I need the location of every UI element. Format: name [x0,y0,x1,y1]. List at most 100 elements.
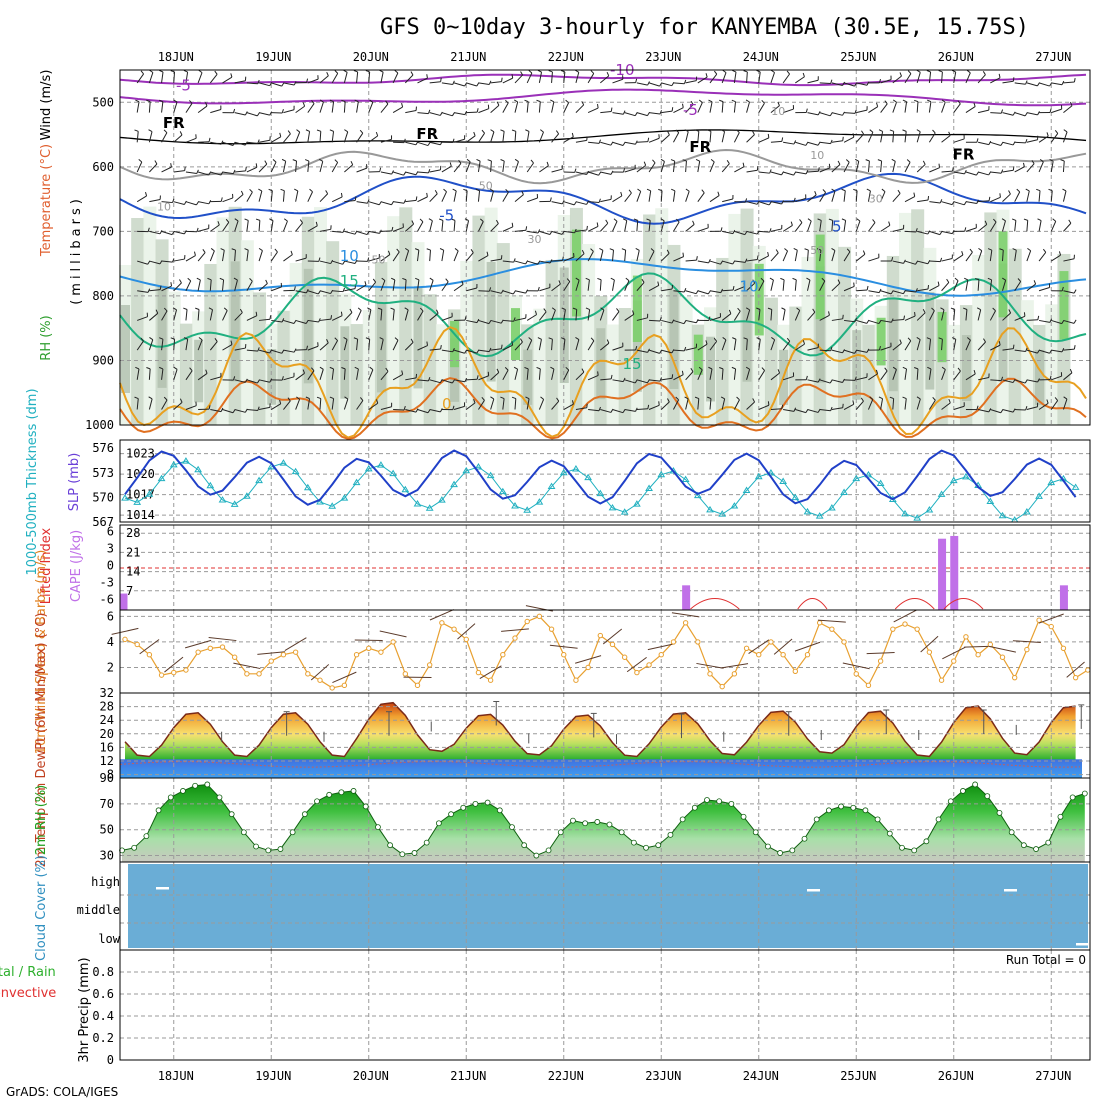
slp-ylabel-slp: SLP (mb) [67,453,82,512]
wind-point [865,682,872,689]
rh-point [484,799,491,806]
wind-barb [354,366,359,370]
wind-barb [794,222,803,232]
wind-barb [189,100,193,104]
rh-point [935,816,942,823]
wind-barb [283,82,295,86]
wind-barb [828,218,833,221]
wind-barb [978,247,983,252]
wind-barb [722,260,733,265]
wind-barb [868,106,878,114]
rh-shade [632,300,642,392]
wind-barb [173,99,178,103]
wind-barb [1050,161,1054,173]
wind-barb [733,339,737,351]
wind-barb [807,250,809,262]
wind-barb [941,99,946,103]
wind-barb [625,277,630,281]
wind-barb [302,369,305,374]
wind-barb [441,191,447,202]
li-ytick: -6 [100,593,114,607]
rh-shade [764,297,778,425]
wind-barb [249,188,253,193]
wind-barb [417,141,429,147]
wind-barb [490,129,495,133]
wind-point [329,685,335,691]
wind-barb [452,138,455,143]
wind-barb [404,250,410,262]
wind-barb-10m [817,619,846,623]
wind-barb [332,290,344,293]
slp-ytick-left: 567 [92,515,114,529]
li-ytick: 3 [107,542,114,556]
wind-barb [927,366,932,370]
wind-barb-10m [964,645,993,648]
wind-barb [612,346,624,351]
wind-barb [902,129,907,132]
wind-barb [685,104,694,113]
wind-barb [782,171,794,176]
wind-barb [575,171,587,176]
wind-barb [1051,319,1062,325]
wind-barb [550,366,555,370]
thickness-marker [218,496,227,503]
wind-barb [581,368,585,373]
wind-barb [405,409,417,413]
wind-barb [234,279,238,291]
wind-barb [161,310,168,321]
wind-barb [878,396,883,400]
wind-barb [185,201,197,206]
wind-barb [148,368,151,380]
wind-barb [1063,319,1075,324]
top-date-label: 20JUN [353,50,389,64]
rh-shade [876,317,886,366]
contour-label: 50 [372,254,386,267]
wind-barb [963,307,968,310]
wind-barb [551,400,560,410]
wind-barb [746,258,758,262]
wind-barb [587,171,599,176]
wind-barb [756,255,759,260]
wind-barb [1008,309,1012,314]
wind-barb [624,409,636,412]
wind-barb [1026,82,1038,87]
wind-barb [641,278,645,283]
wind-barb [599,279,602,291]
wind-point [1011,674,1018,681]
wind-barb [524,99,529,103]
wind-barb [953,71,957,83]
wind-barb [195,307,200,310]
precip-panel: 00.20.40.60.8 [92,949,1091,1067]
top-date-label: 21JUN [450,50,486,64]
wind-barb [477,190,481,202]
wind-barb [528,337,533,341]
wind-barb [223,307,228,311]
rh-point [996,809,1003,816]
wind-barb [953,405,965,410]
wind-barb [683,288,687,293]
wind-barb [185,255,196,262]
wind-barb [659,110,662,115]
wind-barb [610,170,614,175]
wind-barb [769,169,772,174]
wind-barb [624,250,627,262]
wind-barb [417,310,424,321]
wind-barb [819,167,831,173]
wind-barb [844,379,856,381]
wind-barb [296,396,300,400]
wind-barb [222,76,233,84]
wind-barb [356,101,359,113]
wind-barb [136,131,139,143]
contour-label: 10 [810,149,824,162]
wind-barb [683,79,687,84]
wind-barb [429,193,438,203]
rh-shade [511,308,520,361]
contour-label: FR [416,125,438,143]
wind-barb [575,339,580,351]
wind-barb [146,367,151,370]
wind-barb [189,367,193,372]
rh-point [886,830,893,837]
wind-barb [880,79,892,84]
wind-barb [999,248,1004,251]
